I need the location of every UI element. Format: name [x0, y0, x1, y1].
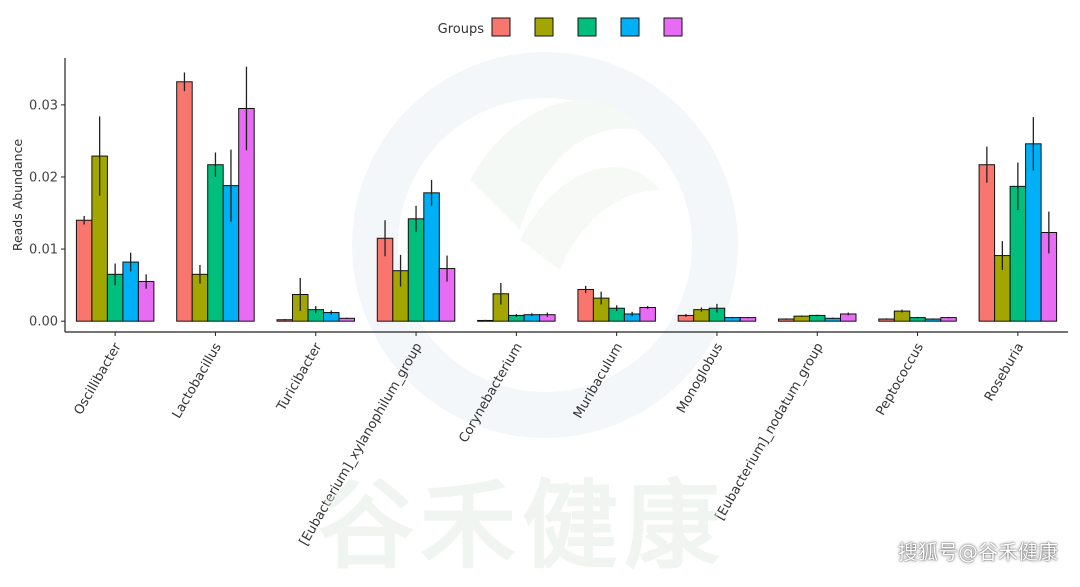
- y-tick-label: 0.00: [29, 315, 58, 330]
- bar: [809, 314, 826, 322]
- legend-swatch: [491, 17, 511, 37]
- source-credit: 搜狐号@谷禾健康: [898, 540, 1058, 564]
- x-tick-label: [Eubacterium]_xylanophilum_group: [297, 341, 426, 549]
- bar-chart: Groups 0.00 0.01 0.02 0.03 Reads Abundance O…: [10, 17, 1068, 549]
- error-bars: [83, 66, 1050, 322]
- legend-swatch: [577, 17, 597, 37]
- legend-title: Groups: [438, 22, 485, 37]
- y-tick-label: 0.01: [29, 243, 58, 258]
- bar: [423, 192, 440, 322]
- legend-swatch: [620, 17, 640, 37]
- legend-swatch: [663, 17, 683, 37]
- y-tick-label: 0.03: [29, 98, 58, 113]
- x-tick-label: Peptococcus: [873, 340, 927, 418]
- y-tick-label: 0.02: [29, 170, 58, 185]
- bars: [75, 81, 1058, 322]
- bar: [176, 81, 193, 322]
- x-tick-labels: Oscillibacter Lactobacillus Turicibacter[E…: [71, 340, 1027, 549]
- bar: [407, 218, 425, 322]
- x-tick-label: Oscillibacter: [71, 340, 125, 418]
- axes: 0.00 0.01 0.02 0.03 Reads Abundance: [10, 58, 1068, 336]
- bar: [793, 315, 810, 322]
- bar: [893, 310, 911, 322]
- bar: [577, 288, 594, 322]
- bar: [207, 164, 224, 322]
- bar: [978, 164, 996, 322]
- y-axis-title: Reads Abundance: [10, 139, 25, 252]
- x-tick-label: Turicibacter: [274, 340, 326, 415]
- bar: [639, 306, 656, 322]
- x-tick-label: Roseburia: [982, 341, 1027, 404]
- bar: [75, 219, 93, 322]
- legend-swatch: [534, 17, 554, 37]
- x-tick-label: [Eubacterium]_nodatum_group: [713, 341, 827, 524]
- watermark-logo: [352, 52, 738, 438]
- x-tick-label: Lactobacillus: [170, 340, 225, 421]
- legend: Groups: [438, 17, 683, 37]
